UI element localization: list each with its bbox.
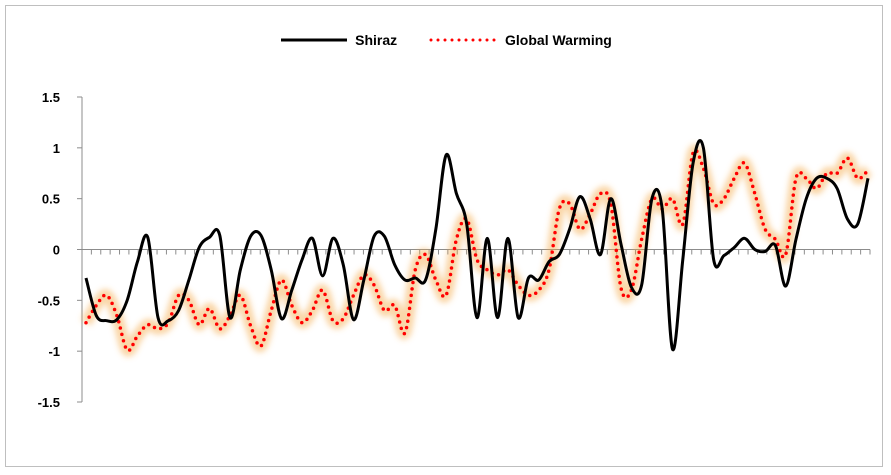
- y-tick-label: -1: [48, 344, 60, 359]
- y-axis: 1.5 1 0.5 0 -0.5 -1 -1.5: [38, 90, 83, 410]
- chart-frame: [5, 5, 883, 467]
- chart-legend: Shiraz Global Warming: [0, 32, 891, 48]
- legend-label-global-warming: Global Warming: [505, 32, 612, 48]
- series-group: [80, 139, 873, 357]
- legend-swatch-global-warming: [429, 38, 499, 42]
- legend-label-shiraz: Shiraz: [355, 32, 398, 48]
- y-tick-label: 0: [53, 243, 60, 258]
- y-tick-label: 0.5: [42, 192, 60, 207]
- y-tick-label: -0.5: [38, 293, 60, 308]
- y-tick-label: 1.5: [42, 90, 60, 105]
- series-shiraz-line: [84, 139, 870, 352]
- legend-item-global-warming: Global Warming: [429, 32, 612, 48]
- legend-swatch-shiraz: [281, 38, 348, 42]
- y-tick-label: -1.5: [38, 395, 60, 410]
- legend-item-shiraz: Shiraz: [279, 32, 397, 48]
- series-global-warming-line: [84, 148, 870, 353]
- y-tick-label: 1: [53, 141, 60, 156]
